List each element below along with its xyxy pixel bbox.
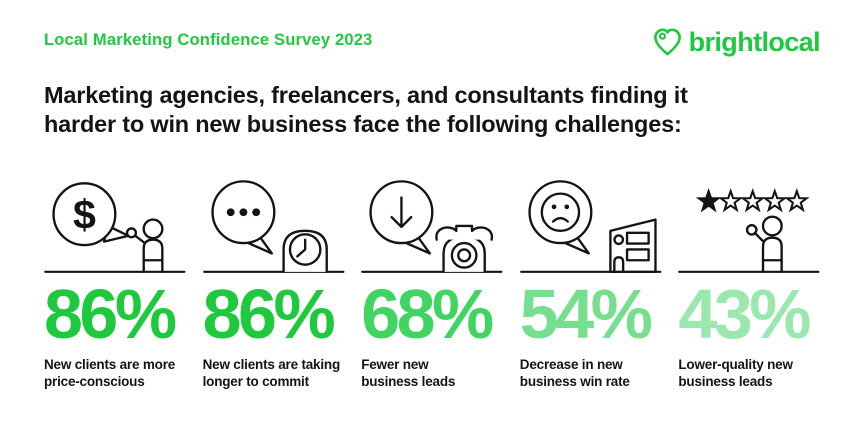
stat-value: 86%	[44, 275, 177, 354]
typing-dots	[226, 208, 260, 217]
star-rating	[696, 188, 810, 213]
stat-card-fewer-leads: 68% Fewer new business leads	[361, 175, 503, 391]
stats-row: $ 86% New clients are more price-conscio…	[44, 175, 820, 391]
clock-icon	[282, 229, 328, 274]
stat-label: Decrease in new business win rate	[519, 356, 630, 390]
stat-card-price-conscious: $ 86% New clients are more price-conscio…	[44, 175, 186, 391]
stat-card-longer-to-commit: 86% New clients are taking longer to com…	[203, 175, 345, 391]
office-building-icon	[609, 218, 657, 274]
top-bar: Local Marketing Confidence Survey 2023 b…	[44, 26, 821, 58]
stat-value: 86%	[202, 275, 336, 354]
dollar-speech-bubble-person-icon: $	[44, 182, 186, 274]
stat-label: Fewer new business leads	[361, 356, 456, 390]
stat-card-win-rate: 54% Decrease in new business win rate	[520, 175, 662, 391]
star-icon	[718, 188, 744, 213]
star-rating-person-icon	[678, 188, 820, 274]
survey-title: Local Marketing Confidence Survey 2023	[44, 31, 373, 49]
star-icon	[740, 188, 766, 213]
stat-value: 68%	[361, 275, 494, 354]
speech-bubble	[528, 180, 593, 245]
sad-face-icon	[540, 192, 581, 233]
logo-text: brightlocal	[688, 26, 821, 57]
stat-label: New clients are taking longer to commit	[202, 356, 341, 390]
stat-value: 43%	[678, 275, 811, 354]
person-figure	[746, 215, 784, 274]
sad-face-speech-bubble-building-icon	[519, 180, 662, 274]
brightlocal-logo: brightlocal	[651, 26, 821, 58]
star-icon	[696, 188, 722, 213]
stat-label: Lower-quality new business leads	[678, 356, 793, 390]
speech-bubble	[52, 182, 117, 247]
telephone-icon	[435, 225, 494, 274]
headline: Marketing agencies, freelancers, and con…	[44, 82, 688, 137]
star-icon	[762, 188, 788, 213]
stat-value: 54%	[519, 275, 653, 354]
person-figure	[125, 218, 164, 274]
stat-card-lead-quality: 43% Lower-quality new business leads	[678, 175, 820, 391]
star-icon	[784, 188, 810, 213]
typing-speech-bubble-clock-icon	[202, 180, 345, 274]
down-arrow-speech-bubble-telephone-icon	[361, 180, 503, 274]
stat-label: New clients are more price-conscious	[44, 356, 176, 390]
down-arrow-icon	[390, 196, 413, 229]
dollar-sign: $	[73, 192, 96, 238]
heart-pin-icon	[653, 28, 681, 56]
